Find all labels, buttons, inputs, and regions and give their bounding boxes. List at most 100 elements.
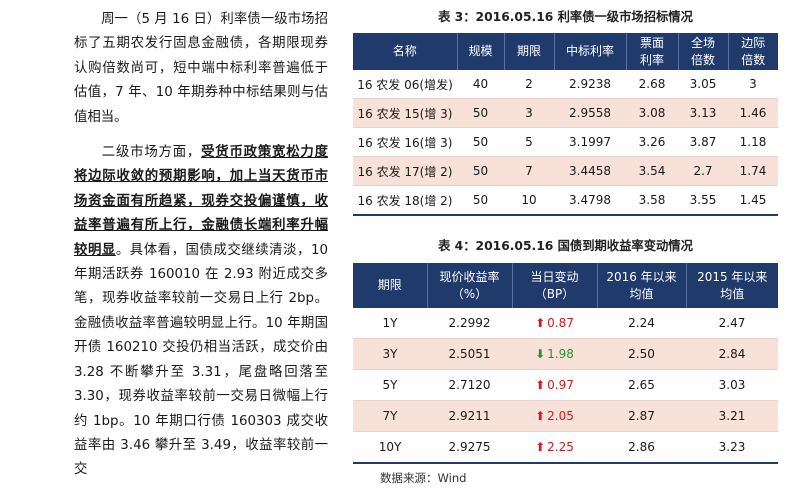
data-source: 数据来源：Wind bbox=[380, 471, 467, 485]
change-cell: ⬇ 1.98 bbox=[512, 338, 597, 370]
table1-caption: 表 3：2016.05.16 利率债一级市场招标情况 bbox=[438, 10, 693, 24]
arrow-down-icon: ⬇ bbox=[535, 347, 546, 361]
table1-header-cell: 规模 bbox=[457, 33, 505, 70]
primary-auction-table: 名称 规模 期限 中标利率 票面 利率 全场 倍数 边际 倍数 16 农发 06(增发) 40 2 2.… bbox=[353, 33, 778, 216]
table2-caption: 表 4：2016.05.16 国债到期收益率变动情况 bbox=[438, 239, 693, 253]
change-value: 0.87 bbox=[547, 316, 574, 330]
avg-2015-cell: 2.47 bbox=[686, 308, 778, 339]
term-cell: 7Y bbox=[353, 400, 427, 432]
table2-row: 1Y 2.2992 ⬆ 0.87 2.24 2.47 bbox=[353, 308, 778, 339]
table1-cell: 3.87 bbox=[678, 127, 728, 157]
avg-2015-cell: 2.84 bbox=[686, 338, 778, 370]
table1-cell: 40 bbox=[457, 70, 504, 99]
avg-2016-cell: 2.24 bbox=[597, 308, 686, 339]
table1-cell: 2.68 bbox=[626, 70, 678, 99]
avg-2015-cell: 3.23 bbox=[686, 431, 778, 464]
table1-cell: 2.9238 bbox=[554, 70, 626, 99]
yield-cell: 2.2992 bbox=[427, 308, 512, 339]
table1-cell: 2 bbox=[504, 70, 554, 99]
arrow-up-icon: ⬆ bbox=[535, 409, 546, 423]
change-value: 0.97 bbox=[547, 378, 574, 392]
table1-cell: 1.45 bbox=[728, 185, 778, 216]
table1-cell: 16 农发 06(增发) bbox=[353, 70, 457, 99]
change-cell: ⬆ 2.05 bbox=[512, 400, 597, 432]
table1-header-cell: 全场 倍数 bbox=[678, 33, 729, 70]
term-cell: 3Y bbox=[353, 338, 427, 370]
term-cell: 10Y bbox=[353, 431, 427, 464]
avg-2016-cell: 2.50 bbox=[597, 338, 686, 370]
paragraph-2-prefix: 二级市场方面， bbox=[101, 145, 202, 161]
avg-2016-cell: 2.87 bbox=[597, 400, 686, 432]
table1-row: 16 农发 06(增发) 40 2 2.9238 2.68 3.05 3 bbox=[353, 70, 778, 99]
table1-row: 16 农发 16(增 3) 50 5 3.1997 3.26 3.87 1.18 bbox=[353, 127, 778, 157]
table1-cell: 1.46 bbox=[728, 98, 778, 128]
term-cell: 1Y bbox=[353, 308, 427, 339]
table1-cell: 10 bbox=[504, 185, 554, 216]
table1-row: 16 农发 18(增 2) 50 10 3.4798 3.58 3.55 1.45 bbox=[353, 185, 778, 216]
paragraph-2-text: 。具体看，国债成交继续清淡，10 年期活跃券 160010 在 2.93 附近成… bbox=[74, 242, 329, 478]
table1-cell: 16 农发 16(增 3) bbox=[353, 127, 457, 157]
arrow-up-icon: ⬆ bbox=[535, 316, 546, 330]
table1-cell: 3.58 bbox=[626, 185, 678, 216]
table1-cell: 3.54 bbox=[626, 156, 678, 186]
yield-cell: 2.7120 bbox=[427, 369, 512, 401]
change-value: 2.25 bbox=[547, 440, 574, 454]
term-cell: 5Y bbox=[353, 369, 427, 401]
table1-cell: 2.9558 bbox=[554, 98, 626, 128]
table2-row: 3Y 2.5051 ⬇ 1.98 2.50 2.84 bbox=[353, 338, 778, 370]
table1-cell: 3 bbox=[504, 98, 554, 128]
table1-cell: 1.74 bbox=[728, 156, 778, 186]
table1-cell: 5 bbox=[504, 127, 554, 157]
table1-cell: 3.13 bbox=[678, 98, 728, 128]
table1-header-cell: 期限 bbox=[504, 33, 555, 70]
table2-header-cell: 现价收益率 （%） bbox=[427, 263, 513, 308]
paragraph-2-emphasis: 受货币政策宽松力度将边际收敛的预期影响，加上当天货币市场资金面有所趋紧，现券交投… bbox=[74, 145, 328, 258]
arrow-up-icon: ⬆ bbox=[535, 440, 546, 454]
yield-cell: 2.5051 bbox=[427, 338, 512, 370]
paragraph-1: 周一（5 月 16 日）利率债一级市场招标了五期农发行固息金融债，各期限现券认购… bbox=[74, 8, 328, 130]
table1-cell: 50 bbox=[457, 156, 504, 186]
table2-header-cell: 当日变动 （BP） bbox=[512, 263, 598, 308]
table1-cell: 3.08 bbox=[626, 98, 678, 128]
change-cell: ⬆ 0.97 bbox=[512, 369, 597, 401]
table1-cell: 3.26 bbox=[626, 127, 678, 157]
avg-2015-cell: 3.21 bbox=[686, 400, 778, 432]
tables-column: 表 3：2016.05.16 利率债一级市场招标情况 名称 规模 期限 中标利率 票面利… bbox=[353, 0, 778, 486]
change-value: 1.98 bbox=[547, 347, 574, 361]
table2-row: 10Y 2.9275 ⬆ 2.25 2.86 3.23 bbox=[353, 431, 778, 464]
paragraph-2: 二级市场方面，受货币政策宽松力度将边际收敛的预期影响，加上当天货币市场资金面有所… bbox=[74, 141, 328, 483]
change-cell: ⬆ 2.25 bbox=[512, 431, 597, 464]
table1-cell: 3.55 bbox=[678, 185, 728, 216]
table1-row: 16 农发 17(增 2) 50 7 3.4458 3.54 2.7 1.74 bbox=[353, 156, 778, 186]
table2-header-cell: 2016 年以来 均值 bbox=[597, 263, 687, 308]
table1-header-cell: 名称 bbox=[353, 33, 458, 70]
table2-header-cell: 期限 bbox=[353, 263, 428, 308]
table1-header-cell: 边际 倍数 bbox=[728, 33, 778, 70]
table1-cell: 3.4458 bbox=[554, 156, 626, 186]
change-cell: ⬆ 0.87 bbox=[512, 308, 597, 339]
table1-cell: 1.18 bbox=[728, 127, 778, 157]
change-value: 2.05 bbox=[547, 409, 574, 423]
table1-cell: 50 bbox=[457, 98, 504, 128]
table1-cell: 50 bbox=[457, 127, 504, 157]
table1-header-cell: 票面 利率 bbox=[626, 33, 679, 70]
table2-row: 7Y 2.9211 ⬆ 2.05 2.87 3.21 bbox=[353, 400, 778, 432]
paragraph-1-text: 周一（5 月 16 日）利率债一级市场招标了五期农发行固息金融债，各期限现券认购… bbox=[74, 12, 328, 125]
table1-cell: 3.4798 bbox=[554, 185, 626, 216]
table2-header-cell: 2015 年以来 均值 bbox=[686, 263, 778, 308]
table2-row: 5Y 2.7120 ⬆ 0.97 2.65 3.03 bbox=[353, 369, 778, 401]
table1-row: 16 农发 15(增 3) 50 3 2.9558 3.08 3.13 1.46 bbox=[353, 98, 778, 128]
table1-cell: 16 农发 15(增 3) bbox=[353, 98, 457, 128]
table1-cell: 16 农发 17(增 2) bbox=[353, 156, 457, 186]
avg-2015-cell: 3.03 bbox=[686, 369, 778, 401]
table1-cell: 50 bbox=[457, 185, 504, 216]
table1-cell: 16 农发 18(增 2) bbox=[353, 185, 457, 216]
table1-header-cell: 中标利率 bbox=[554, 33, 627, 70]
table1-cell: 3.1997 bbox=[554, 127, 626, 157]
table1-cell: 3.05 bbox=[678, 70, 728, 99]
table1-cell: 3 bbox=[728, 70, 778, 99]
yield-cell: 2.9211 bbox=[427, 400, 512, 432]
yield-cell: 2.9275 bbox=[427, 431, 512, 464]
arrow-up-icon: ⬆ bbox=[535, 378, 546, 392]
treasury-yield-table: 期限 现价收益率 （%） 当日变动 （BP） 2016 年以来 均值 2015 年以来 均值 1… bbox=[353, 263, 778, 464]
